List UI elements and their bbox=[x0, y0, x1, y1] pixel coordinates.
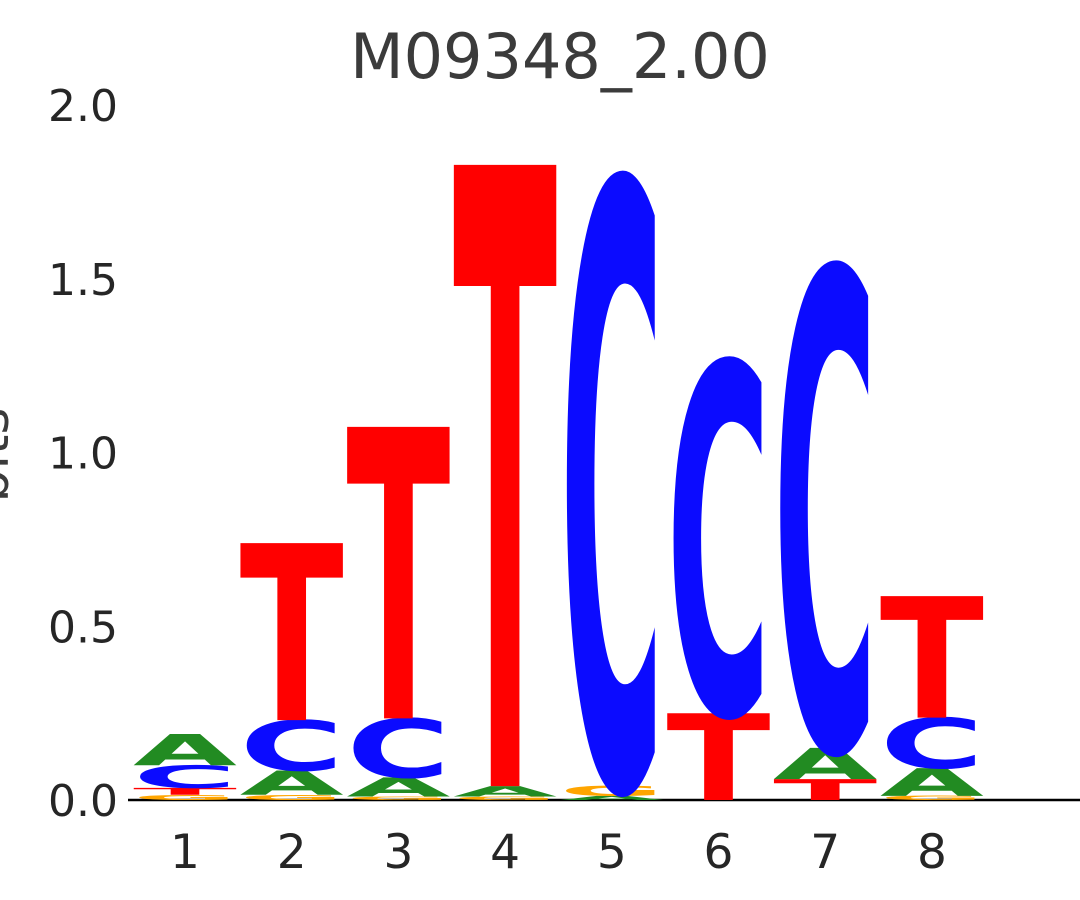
x-tick-label: 8 bbox=[917, 825, 947, 880]
x-tick-label: 4 bbox=[490, 825, 520, 880]
logo-letter-T: T bbox=[453, 0, 558, 900]
logo-letter-T: T bbox=[346, 347, 451, 813]
y-tick-label: 2.0 bbox=[48, 81, 118, 132]
logo-letter-T: T bbox=[240, 495, 344, 777]
y-axis-label: bits bbox=[0, 408, 21, 503]
y-tick-label: 0.0 bbox=[48, 776, 118, 827]
logo-letter-A: A bbox=[240, 764, 345, 803]
logo-letter-T: T bbox=[880, 564, 984, 758]
x-tick-label: 7 bbox=[810, 825, 840, 880]
logo-letter-C: C bbox=[240, 707, 344, 787]
logo-letter-G: G bbox=[453, 796, 557, 802]
y-tick-label: 1.5 bbox=[48, 255, 118, 306]
logo-letter-A: A bbox=[453, 783, 557, 800]
logo-letter-C: C bbox=[133, 759, 237, 795]
logo-letter-C: C bbox=[880, 705, 984, 785]
logo-letter-A: A bbox=[773, 740, 878, 790]
logo-letter-G: G bbox=[133, 793, 237, 801]
x-tick-label: 5 bbox=[597, 825, 627, 880]
y-tick-label: 1.0 bbox=[48, 429, 118, 480]
y-tick-label: 0.5 bbox=[48, 602, 118, 653]
logo-letter-C: C bbox=[773, 138, 877, 900]
logo-letter-C: C bbox=[667, 267, 771, 826]
logo-letter-A: A bbox=[560, 795, 664, 802]
logo-letter-G: G bbox=[560, 783, 664, 800]
logo-letter-T: T bbox=[667, 690, 771, 829]
logo-letter-G: G bbox=[240, 793, 344, 801]
logo-letter-A: A bbox=[346, 773, 451, 803]
x-tick-label: 6 bbox=[704, 825, 734, 880]
x-tick-label: 1 bbox=[170, 825, 200, 880]
chart-title: M09348_2.00 bbox=[350, 20, 770, 93]
logo-letter-T: T bbox=[773, 774, 877, 807]
y-tick-labels: 0.0 0.5 1.0 1.5 2.0 bbox=[48, 81, 118, 827]
logo-letter-G: G bbox=[346, 796, 450, 802]
logo-letter-G: G bbox=[880, 795, 984, 802]
x-tick-label: 3 bbox=[383, 825, 413, 880]
x-tick-label: 2 bbox=[277, 825, 307, 880]
logo-letter-A: A bbox=[880, 761, 985, 805]
x-tick-labels: 1 2 3 4 5 6 7 8 bbox=[170, 825, 947, 880]
logo-letter-C: C bbox=[560, 17, 664, 900]
logo-letter-C: C bbox=[346, 704, 450, 797]
logo-letter-T: T bbox=[133, 786, 238, 797]
logo-letter-A: A bbox=[133, 726, 238, 776]
